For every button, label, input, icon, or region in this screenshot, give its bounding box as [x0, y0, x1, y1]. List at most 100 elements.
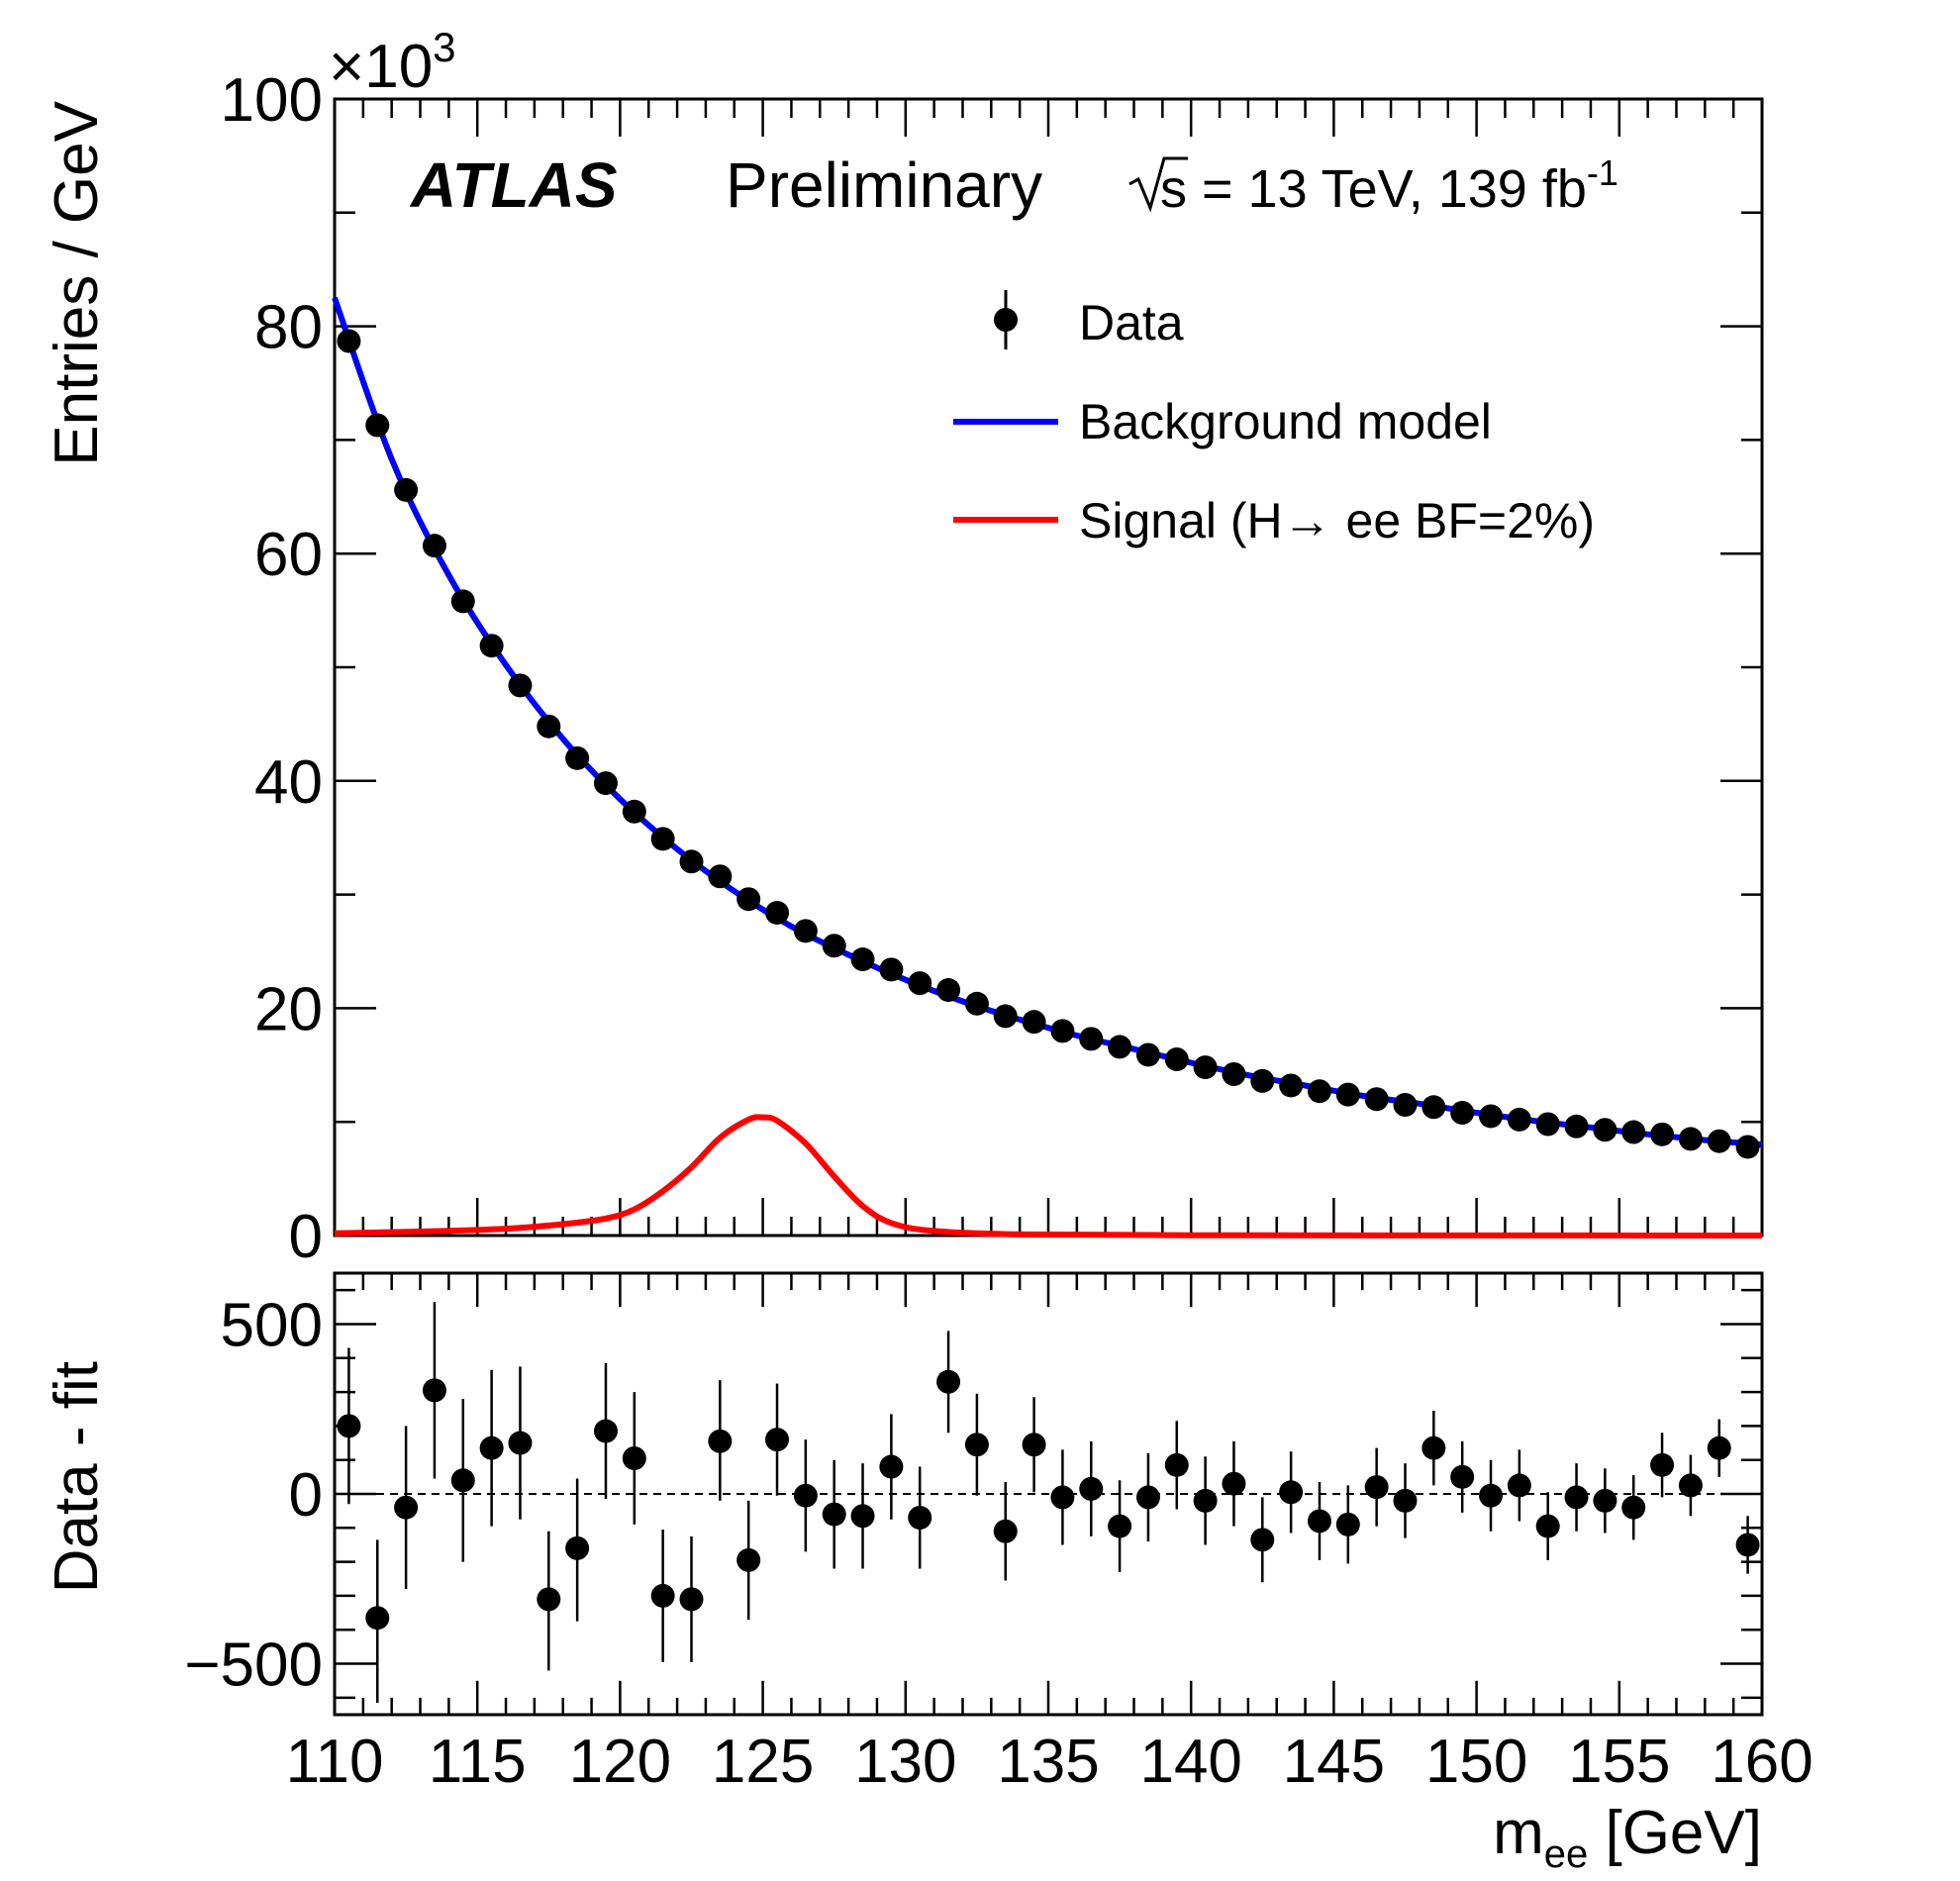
- data-point: [337, 329, 361, 353]
- data-point: [1279, 1073, 1304, 1098]
- status-label: Preliminary: [726, 149, 1042, 221]
- residual-point: [822, 1502, 846, 1527]
- experiment-label: ATLAS: [409, 149, 618, 221]
- bottom-y-axis-title: Data - fit: [43, 1361, 111, 1593]
- data-point: [1250, 1068, 1275, 1093]
- data-point: [1621, 1120, 1646, 1144]
- residual-point: [565, 1535, 590, 1560]
- residual-point: [1421, 1436, 1446, 1460]
- data-point: [422, 534, 446, 558]
- residual-point: [1022, 1433, 1046, 1457]
- residual-point: [422, 1378, 446, 1403]
- residual-point: [1450, 1464, 1475, 1489]
- x-tick-label: 140: [1139, 1728, 1241, 1796]
- data-point: [736, 887, 761, 912]
- residual-point: [765, 1428, 790, 1452]
- residual-point: [993, 1519, 1018, 1543]
- residual-point: [593, 1419, 618, 1443]
- data-point: [1193, 1055, 1218, 1080]
- data-point: [1307, 1079, 1331, 1104]
- top-y-tick-label: 80: [254, 294, 323, 362]
- residual-point: [1335, 1512, 1360, 1536]
- x-tick-label: 135: [997, 1728, 1099, 1796]
- y-multiplier: ×103: [329, 24, 456, 101]
- residual-point: [1164, 1452, 1189, 1477]
- data-point: [964, 991, 989, 1016]
- x-tick-label: 125: [712, 1728, 814, 1796]
- data-point: [1164, 1047, 1189, 1072]
- top-y-tick-labels: 0 20 40 60 80 100: [221, 66, 323, 1271]
- residual-point: [793, 1483, 818, 1508]
- bottom-y-tick-label: 500: [221, 1291, 323, 1359]
- data-point: [565, 745, 590, 770]
- residual-point: [479, 1436, 504, 1460]
- top-y-tick-label: 60: [254, 521, 323, 589]
- data-point: [1535, 1112, 1560, 1137]
- x-tick-label: 115: [429, 1728, 527, 1796]
- sqrt-sign: [1128, 156, 1188, 213]
- residual-point: [1108, 1514, 1132, 1538]
- signal-curve: [334, 1114, 1763, 1238]
- residual-point: [622, 1445, 646, 1470]
- data-point: [936, 978, 961, 1003]
- residual-point: [1079, 1476, 1104, 1501]
- residual-data-points: [337, 1302, 1760, 1703]
- data-point: [793, 919, 818, 943]
- residual-point: [1364, 1475, 1389, 1500]
- residual-point: [1707, 1436, 1731, 1460]
- data-point: [1707, 1129, 1731, 1153]
- data-point: [1108, 1035, 1132, 1059]
- data-point: [1135, 1042, 1160, 1067]
- top-panel-ticks: [333, 97, 1764, 1238]
- data-point: [679, 849, 704, 874]
- x-tick-label: 120: [569, 1728, 671, 1796]
- residual-point: [879, 1454, 904, 1479]
- data-point: [908, 971, 932, 996]
- residual-point: [908, 1506, 932, 1531]
- residual-point: [1678, 1473, 1703, 1498]
- residual-point: [337, 1414, 361, 1438]
- top-y-tick-label: 20: [254, 975, 323, 1043]
- legend: Data Background model Signal (H→ ee BF=2…: [953, 290, 1595, 548]
- data-point: [1335, 1082, 1360, 1107]
- data-point: [708, 864, 733, 889]
- data-point: [650, 827, 675, 851]
- residual-point: [1564, 1485, 1589, 1510]
- residual-point: [679, 1587, 704, 1612]
- top-y-tick-label: 40: [254, 748, 323, 817]
- data-point: [1393, 1092, 1418, 1117]
- residual-point: [1621, 1495, 1646, 1520]
- residual-point: [1535, 1514, 1560, 1538]
- data-point: [365, 413, 390, 438]
- data-point: [1650, 1122, 1675, 1146]
- data-point: [1050, 1019, 1075, 1043]
- bottom-y-tick-label: 0: [289, 1461, 323, 1530]
- data-point: [1564, 1114, 1589, 1138]
- legend-signal-label: Signal (H→ ee BF=2%): [1079, 493, 1595, 548]
- residual-point: [1050, 1485, 1075, 1510]
- data-point: [993, 1004, 1018, 1029]
- residual-point: [1279, 1480, 1304, 1505]
- data-point: [1421, 1095, 1446, 1120]
- top-y-tick-label: 100: [221, 66, 323, 135]
- residual-point: [850, 1504, 875, 1529]
- top-y-tick-label: 0: [289, 1203, 323, 1271]
- data-point: [1022, 1010, 1046, 1035]
- residual-point: [1593, 1488, 1617, 1513]
- bottom-y-tick-labels: −500 0 500: [184, 1291, 323, 1699]
- data-point: [1479, 1104, 1504, 1129]
- x-tick-label: 110: [286, 1728, 384, 1796]
- data-point: [537, 714, 561, 739]
- data-point: [765, 900, 790, 925]
- background-model-curve: [332, 296, 1763, 1148]
- data-point: [1735, 1135, 1760, 1159]
- data-point: [879, 957, 904, 982]
- residual-point: [1135, 1485, 1160, 1510]
- residual-point: [708, 1429, 733, 1453]
- top-panel-frame: [333, 97, 1764, 1238]
- bottom-y-tick-label: −500: [184, 1632, 323, 1700]
- residual-point: [394, 1495, 419, 1520]
- data-point: [394, 477, 419, 502]
- x-tick-label: 145: [1283, 1728, 1385, 1796]
- data-point: [1593, 1118, 1617, 1142]
